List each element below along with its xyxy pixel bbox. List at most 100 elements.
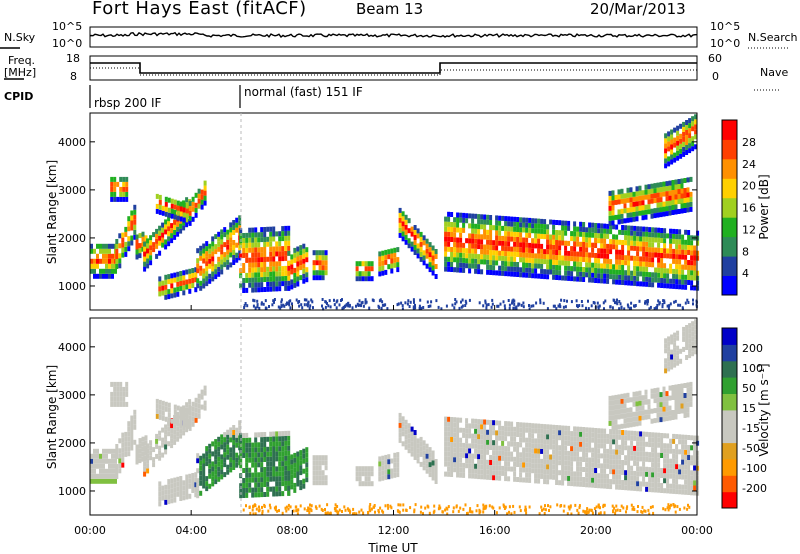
heatmap-cell bbox=[624, 470, 628, 476]
heatmap-cell bbox=[491, 505, 494, 509]
heatmap-cell bbox=[396, 262, 400, 268]
heatmap-cell bbox=[182, 417, 186, 423]
heatmap-cell bbox=[167, 421, 171, 427]
heatmap-cell bbox=[102, 468, 105, 474]
heatmap-cell bbox=[644, 209, 648, 215]
heatmap-cell bbox=[627, 275, 631, 281]
heatmap-cell bbox=[239, 493, 243, 499]
heatmap-cell bbox=[594, 243, 598, 248]
heatmap-cell bbox=[141, 451, 145, 457]
x-tick-label: 00:00 bbox=[681, 524, 713, 537]
heatmap-cell bbox=[335, 509, 338, 513]
heatmap-cell bbox=[260, 492, 264, 498]
heatmap-cell bbox=[358, 271, 362, 277]
heatmap-cell bbox=[635, 401, 639, 407]
heatmap-cell bbox=[269, 271, 273, 277]
heatmap-cell bbox=[647, 414, 651, 420]
heatmap-cell bbox=[603, 448, 607, 454]
heatmap-cell bbox=[525, 252, 529, 258]
heatmap-cell bbox=[507, 271, 511, 277]
heatmap-cell bbox=[690, 275, 694, 281]
heatmap-cell bbox=[254, 227, 258, 233]
heatmap-cell bbox=[130, 435, 134, 441]
heatmap-cell bbox=[194, 212, 198, 218]
heatmap-cell bbox=[632, 396, 636, 402]
heatmap-cell bbox=[570, 276, 574, 282]
heatmap-cell bbox=[111, 268, 114, 274]
heatmap-cell bbox=[618, 269, 622, 275]
heatmap-cell bbox=[407, 438, 411, 444]
heatmap-cell bbox=[621, 485, 625, 490]
colorbar-tick-label: 8 bbox=[742, 245, 749, 258]
heatmap-cell bbox=[492, 470, 496, 476]
heatmap-cell bbox=[468, 223, 472, 229]
heatmap-cell bbox=[266, 461, 270, 467]
heatmap-cell bbox=[427, 305, 430, 308]
heatmap-cell bbox=[118, 263, 122, 269]
heatmap-cell bbox=[102, 473, 105, 479]
heatmap-cell bbox=[260, 232, 264, 238]
heatmap-cell bbox=[525, 217, 529, 223]
heatmap-cell bbox=[559, 305, 562, 309]
heatmap-cell bbox=[650, 193, 654, 199]
heatmap-cell bbox=[243, 306, 246, 309]
heatmap-cell bbox=[668, 195, 672, 201]
heatmap-cell bbox=[111, 253, 114, 259]
heatmap-cell bbox=[504, 216, 508, 222]
heatmap-cell bbox=[355, 261, 359, 267]
heatmap-cell bbox=[671, 410, 675, 415]
heatmap-cell bbox=[675, 284, 679, 290]
heatmap-cell bbox=[173, 414, 177, 420]
heatmap-cell bbox=[636, 441, 640, 447]
heatmap-cell bbox=[217, 256, 221, 262]
heatmap-cell bbox=[263, 287, 267, 292]
heatmap-cell bbox=[651, 272, 655, 278]
heatmap-cell bbox=[555, 475, 559, 480]
heatmap-cell bbox=[504, 446, 508, 452]
heatmap-cell bbox=[475, 509, 478, 513]
station-title: Fort Hays East (fitACF) bbox=[92, 0, 307, 19]
heatmap-cell bbox=[666, 468, 670, 474]
heatmap-cell bbox=[133, 219, 137, 225]
heatmap-cell bbox=[498, 255, 502, 261]
heatmap-cell bbox=[623, 418, 627, 424]
heatmap-cell bbox=[465, 418, 469, 424]
heatmap-cell bbox=[251, 277, 255, 283]
heatmap-cell bbox=[260, 432, 264, 438]
heatmap-cell bbox=[668, 505, 671, 508]
heatmap-cell bbox=[537, 238, 541, 244]
heatmap-cell bbox=[239, 433, 243, 439]
heatmap-cell bbox=[672, 458, 676, 464]
heatmap-cell bbox=[401, 441, 405, 447]
heatmap-cell bbox=[158, 435, 162, 441]
heatmap-cell bbox=[324, 255, 328, 261]
heatmap-cell bbox=[685, 145, 689, 150]
heatmap-cell bbox=[235, 442, 239, 448]
heatmap-cell bbox=[444, 251, 448, 257]
heatmap-cell bbox=[200, 189, 204, 195]
heatmap-cell bbox=[501, 270, 505, 276]
freq-tick-top: 18 bbox=[66, 52, 80, 65]
heatmap-cell bbox=[226, 229, 230, 235]
heatmap-cell bbox=[116, 386, 120, 392]
heatmap-cell bbox=[645, 241, 649, 247]
freq-label: Freq. bbox=[8, 54, 36, 67]
heatmap-cell bbox=[450, 472, 454, 477]
heatmap-cell bbox=[266, 256, 270, 262]
heatmap-cell bbox=[278, 509, 280, 513]
heatmap-cell bbox=[93, 458, 96, 464]
heatmap-cell bbox=[468, 463, 472, 469]
heatmap-cell bbox=[630, 455, 634, 461]
heatmap-cell bbox=[564, 470, 568, 476]
heatmap-cell bbox=[696, 240, 700, 246]
heatmap-cell bbox=[540, 468, 544, 474]
heatmap-cell bbox=[419, 246, 423, 252]
heatmap-cell bbox=[258, 508, 261, 512]
heatmap-cell bbox=[447, 266, 451, 272]
heatmap-cell bbox=[355, 276, 359, 282]
heatmap-cell bbox=[575, 299, 578, 303]
heatmap-cell bbox=[275, 471, 279, 477]
heatmap-cell bbox=[507, 231, 511, 237]
heatmap-cell bbox=[299, 245, 303, 251]
heatmap-cell bbox=[489, 245, 493, 250]
